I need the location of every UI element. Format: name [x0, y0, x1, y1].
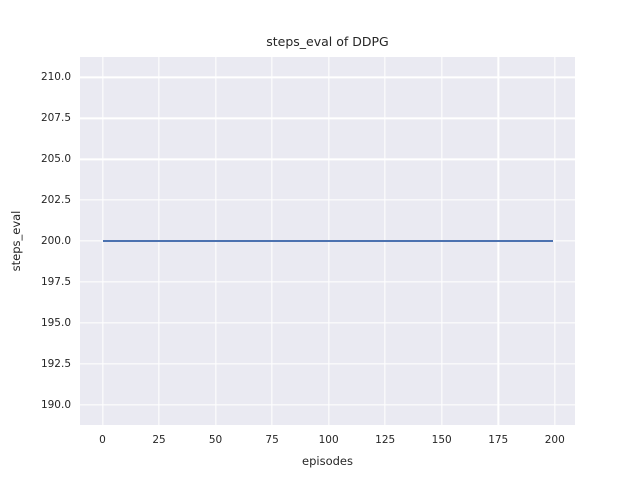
y-axis-label: steps_eval [9, 210, 23, 272]
x-tick-label: 25 [152, 434, 166, 446]
series-line-steps_eval [102, 240, 553, 242]
x-tick-label: 175 [488, 434, 509, 446]
gridline-horizontal [80, 158, 575, 160]
chart-title: steps_eval of DDPG [266, 34, 389, 49]
x-tick-labels: 0 25 50 75 100 125 150 175 200 [80, 434, 575, 448]
gridline-horizontal [80, 322, 575, 324]
x-tick-label: 0 [99, 434, 106, 446]
gridline-horizontal [80, 117, 575, 119]
y-tick-label: 197.5 [40, 275, 71, 288]
x-tick-label: 50 [208, 434, 223, 446]
y-tick-label: 205.0 [40, 153, 71, 166]
x-tick-label: 100 [318, 434, 339, 446]
plot-area [80, 57, 575, 425]
x-tick-label: 75 [265, 434, 279, 446]
gridline-horizontal [80, 363, 575, 365]
x-axis-label: episodes [302, 454, 353, 468]
y-tick-label: 202.5 [40, 194, 71, 207]
gridline-horizontal [80, 76, 575, 79]
y-tick-label: 210.0 [40, 71, 71, 84]
gridline-horizontal [80, 281, 575, 283]
gridline-horizontal [80, 199, 575, 201]
gridline-horizontal [80, 403, 575, 406]
y-tick-label: 195.0 [40, 316, 71, 329]
y-tick-label: 190.0 [40, 398, 71, 411]
y-tick-label: 200.0 [40, 235, 71, 247]
x-tick-label: 150 [431, 434, 452, 446]
x-tick-label: 125 [375, 434, 396, 446]
y-tick-labels: 190.0 192.5 195.0 197.5 200.0 202.5 205.0 207.5… [0, 57, 71, 425]
x-tick-label: 200 [544, 434, 565, 446]
y-tick-label: 207.5 [40, 112, 71, 125]
y-tick-label: 192.5 [40, 357, 71, 370]
